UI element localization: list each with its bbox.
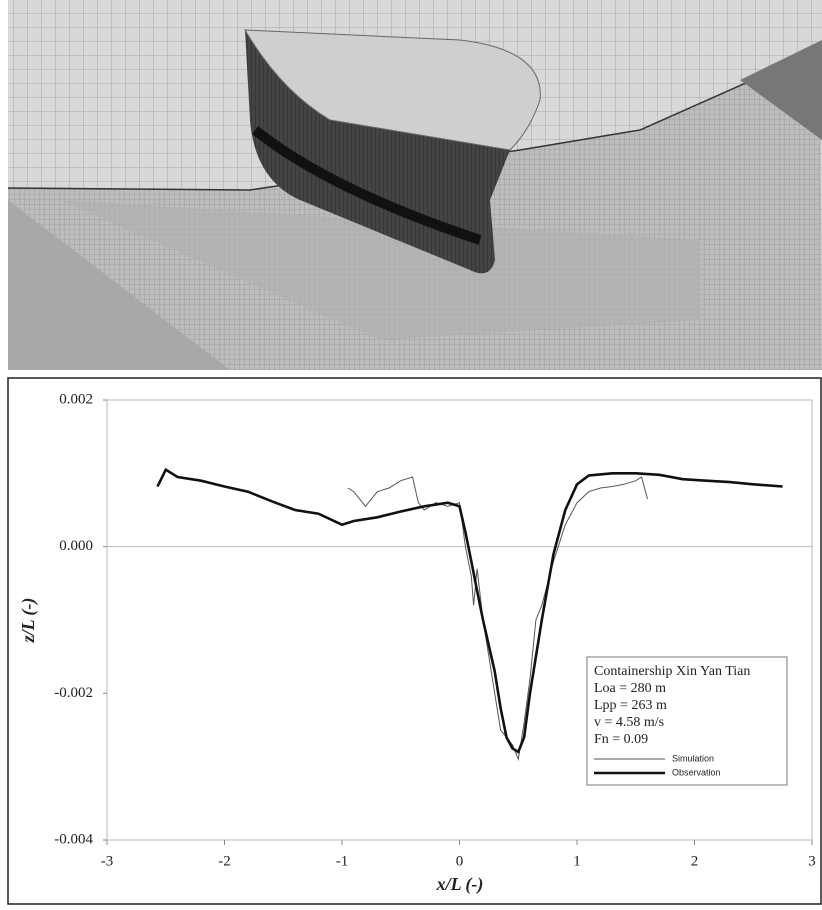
chart-frame (8, 378, 821, 904)
page: x/L (-) z/L (-) -0.004 -0.002 0.000 0.002 -3… (0, 0, 822, 905)
x-tick-label: 0 (456, 853, 464, 869)
x-tick-label: -1 (336, 853, 349, 869)
x-tick-label: 3 (808, 853, 816, 869)
legend-label: Simulation (672, 753, 714, 763)
mesh-image (8, 0, 822, 370)
y-tick-label: 0.002 (59, 391, 93, 407)
y-tick-label: -0.004 (54, 831, 93, 847)
legend-annotation: v = 4.58 m/s (594, 715, 664, 730)
x-tick-label: -3 (101, 853, 114, 869)
legend-annotation: Loa = 280 m (594, 681, 666, 696)
y-axis-label: z/L (-) (18, 598, 39, 644)
legend-annotation: Fn = 0.09 (594, 732, 648, 747)
legend-label: Observation (672, 767, 721, 777)
x-axis-label: x/L (-) (436, 874, 484, 895)
x-tick-label: 1 (573, 853, 581, 869)
x-tick-label: 2 (691, 853, 699, 869)
legend-annotation: Lpp = 263 m (594, 698, 667, 713)
x-tick-label: -2 (218, 853, 231, 869)
y-tick-label: -0.002 (54, 685, 93, 701)
y-tick-label: 0.000 (59, 538, 93, 554)
legend-annotation: Containership Xin Yan Tian (594, 664, 750, 679)
